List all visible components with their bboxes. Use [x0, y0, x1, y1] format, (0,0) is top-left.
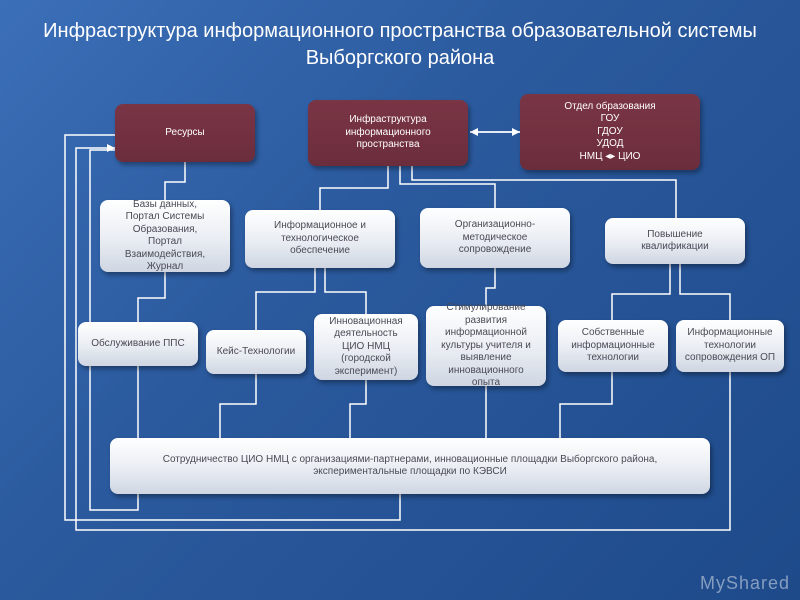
node-pps: Обслуживание ППС — [78, 322, 198, 366]
diagram-stage: Ресурсы Инфраструктура информационного пр… — [0, 0, 800, 600]
node-resources: Ресурсы — [115, 104, 255, 162]
node-bases: Базы данных,Портал СистемыОбразования,По… — [100, 200, 230, 272]
node-coop: Сотрудничество ЦИО НМЦ с организациями-п… — [110, 438, 710, 494]
node-omsupport: Организационно-методическое сопровождени… — [420, 208, 570, 268]
node-stim: Стимулирование развития информационной к… — [426, 306, 546, 386]
node-own: Собственные информационные технологии — [558, 320, 668, 372]
node-infra: Инфраструктура информационного пространс… — [308, 100, 468, 166]
node-case: Кейс-Технологии — [206, 330, 306, 374]
node-ito: Информационное и технологическое обеспеч… — [245, 210, 395, 268]
node-itop: Информационные технологии сопровождения … — [676, 320, 784, 372]
node-upskill: Повышение квалификации — [605, 218, 745, 264]
node-innov: Инновационная деятельность ЦИО НМЦ (горо… — [314, 314, 418, 380]
node-dept: Отдел образованияГОУГДОУУДОДНМЦ ◂▸ ЦИО — [520, 94, 700, 170]
connector-layer — [0, 0, 800, 600]
